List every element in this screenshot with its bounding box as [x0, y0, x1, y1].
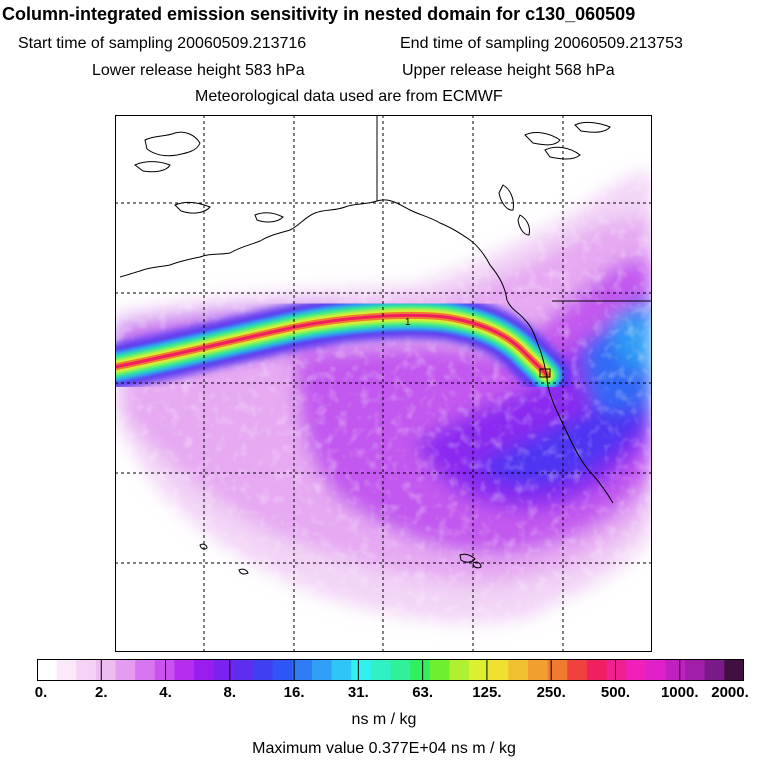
- colorbar-cell: [567, 659, 588, 681]
- coastlines: [119, 115, 652, 575]
- sensitivity-map: 1: [115, 115, 652, 652]
- lower-release-height-label: Lower release height 583 hPa: [92, 62, 305, 79]
- colorbar-tick-label: 8.: [223, 684, 237, 701]
- colorbar-cell: [76, 659, 97, 681]
- colorbar-cell: [586, 659, 608, 681]
- colorbar-cell: [331, 659, 352, 681]
- colorbar-cell: [194, 659, 215, 681]
- colorbar-tick-label: 500.: [600, 684, 631, 701]
- colorbar-cell: [115, 659, 136, 681]
- release-label: 1: [405, 317, 411, 328]
- colorbar-tick-label: 0.: [34, 684, 48, 701]
- colorbar-tick-label: 16.: [283, 684, 305, 701]
- maximum-value-label: Maximum value 0.377E+04 ns m / kg: [252, 740, 516, 757]
- upper-release-height-label: Upper release height 568 hPa: [402, 62, 615, 79]
- colorbar-cell: [154, 659, 176, 681]
- colorbar-cell: [626, 659, 647, 681]
- colorbar-cell: [469, 659, 490, 681]
- colorbar-cell: [527, 659, 549, 681]
- plot-title: Column-integrated emission sensitivity i…: [2, 4, 636, 24]
- colorbar-cell: [449, 659, 470, 681]
- release-point-marker: [539, 368, 551, 378]
- colorbar-cell: [95, 659, 117, 681]
- colorbar-cell: [429, 659, 451, 681]
- start-time-label: Start time of sampling 20060509.213716: [18, 35, 307, 52]
- colorbar-cell: [508, 659, 529, 681]
- colorbar-cell: [292, 659, 313, 681]
- colorbar-cell: [174, 659, 195, 681]
- colorbar-cell: [311, 659, 333, 681]
- colorbar-tick-label: 125.: [472, 684, 502, 701]
- colorbar-tick-label: 4.: [159, 684, 172, 701]
- colorbar-cell: [645, 659, 667, 681]
- colorbar-cell: [370, 659, 392, 681]
- colorbar-tick-label: 2000.: [711, 684, 749, 701]
- colorbar-cell: [37, 659, 58, 681]
- colorbar-tick-label: 1000.: [660, 684, 699, 701]
- colorbar-cell: [213, 659, 234, 681]
- colorbar-tick-label: 63.: [412, 684, 434, 701]
- colorbar-units: ns m / kg: [351, 711, 417, 728]
- plume-band: [115, 292, 570, 398]
- colorbar-cell: [390, 659, 411, 681]
- colorbar-tick-label: 31.: [347, 684, 369, 701]
- colorbar-cell: [135, 659, 156, 681]
- colorbar-tick-label: 2.: [95, 684, 108, 701]
- colorbar-cell: [685, 659, 706, 681]
- colorbar-cell: [410, 659, 431, 681]
- colorbar-cell: [56, 659, 77, 681]
- colorbar: [37, 659, 744, 681]
- colorbar-cell: [351, 659, 372, 681]
- colorbar-cell: [724, 659, 744, 681]
- end-time-label: End time of sampling 20060509.213753: [400, 35, 683, 52]
- colorbar-cell: [488, 659, 509, 681]
- met-data-label: Meteorological data used are from ECMWF: [195, 88, 503, 105]
- colorbar-cell: [272, 659, 293, 681]
- colorbar-cell: [233, 659, 254, 681]
- colorbar-cell: [606, 659, 627, 681]
- colorbar-cell: [665, 659, 686, 681]
- colorbar-tick-label: 250.: [536, 684, 566, 701]
- colorbar-cell: [547, 659, 568, 681]
- colorbar-cell: [704, 659, 725, 681]
- colorbar-cell: [253, 659, 274, 681]
